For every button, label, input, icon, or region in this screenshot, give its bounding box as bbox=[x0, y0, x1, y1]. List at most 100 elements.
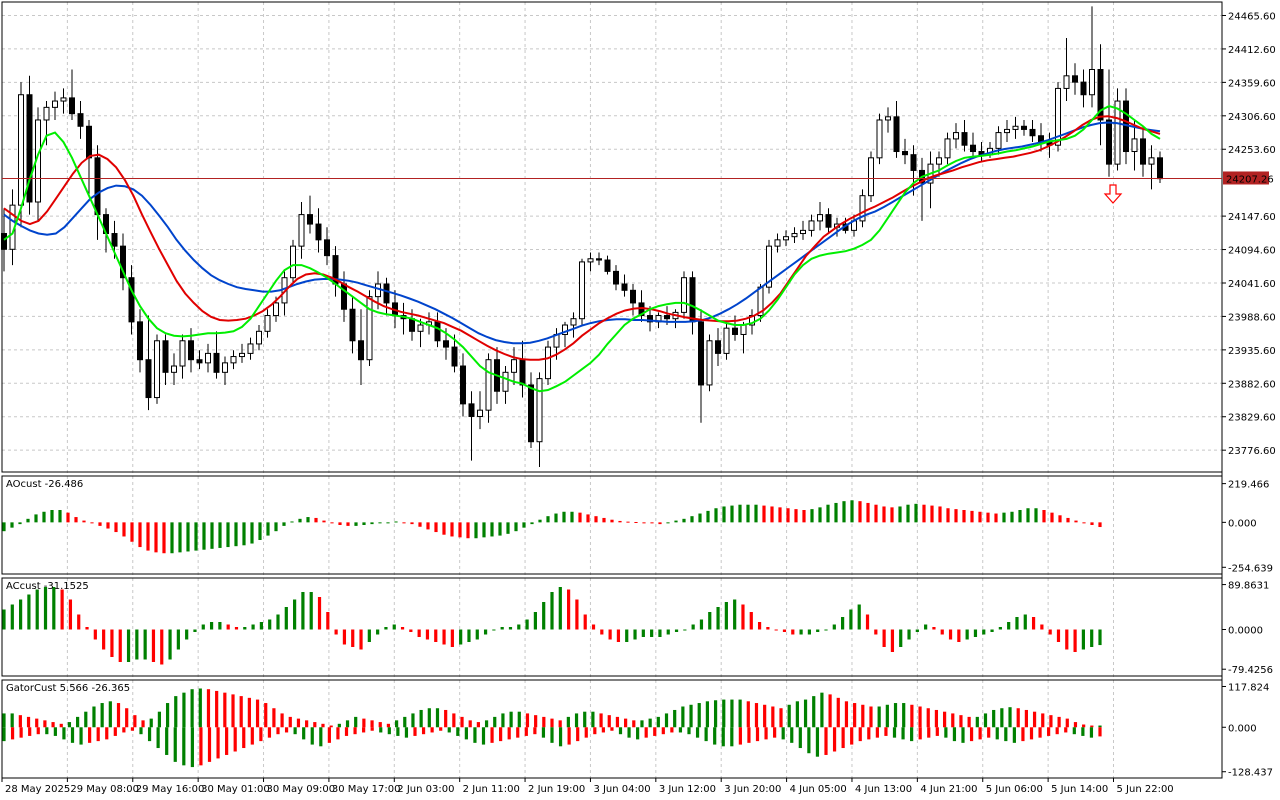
indicator-bar bbox=[475, 629, 479, 640]
price-tick-label: 24412.60 bbox=[1228, 45, 1276, 56]
gator-lower-bar bbox=[490, 727, 494, 743]
indicator-bar bbox=[575, 599, 579, 630]
panel-frame bbox=[1, 577, 1223, 677]
gator-lower-bar bbox=[96, 727, 100, 742]
gator-upper-bar bbox=[182, 692, 186, 728]
indicator-bar bbox=[608, 629, 612, 640]
price-tick-label: 24465.60 bbox=[1228, 12, 1276, 23]
gator-lower-bar bbox=[687, 727, 691, 735]
price-tick-label: 24094.60 bbox=[1228, 246, 1276, 257]
gator-upper-bar bbox=[517, 711, 521, 728]
indicator-bar bbox=[865, 614, 870, 630]
gator-upper-bar bbox=[509, 711, 513, 728]
candle-body bbox=[613, 270, 619, 285]
indicator-bar bbox=[810, 509, 814, 523]
gator-lower-bar bbox=[516, 727, 520, 738]
gator-upper-bar bbox=[853, 703, 857, 728]
gator-lower-bar bbox=[695, 727, 700, 738]
candle-body bbox=[43, 106, 50, 121]
gator-upper-bar bbox=[992, 709, 996, 728]
indicator-bar bbox=[610, 519, 614, 523]
gator-lower-bar bbox=[413, 727, 417, 736]
indicator-bar bbox=[1023, 614, 1027, 630]
indicator-bar bbox=[178, 522, 182, 553]
indicator-bar bbox=[774, 629, 778, 631]
price-axis: 24465.60 24412.60 24359.60 24306.60 24253.60… bbox=[1222, 12, 1276, 779]
candle-body bbox=[647, 315, 653, 323]
indicator-bar bbox=[874, 504, 878, 523]
time-tick-label: 4 Jun 13:00 bbox=[855, 784, 912, 795]
indicator-bar bbox=[317, 597, 322, 630]
candle-body bbox=[366, 296, 373, 361]
gator-upper-bar bbox=[779, 708, 783, 728]
gator-lower-bar bbox=[396, 727, 400, 736]
gator-upper-bar bbox=[149, 718, 153, 728]
gator-upper-bar bbox=[713, 700, 718, 728]
indicator-bar bbox=[841, 617, 845, 630]
gator-lower-bar bbox=[130, 727, 135, 731]
candle-body bbox=[171, 365, 177, 373]
gator-lower-bar bbox=[122, 727, 126, 733]
gator-upper-bar bbox=[951, 713, 955, 728]
candle-body bbox=[1055, 87, 1061, 146]
gator-upper-bar bbox=[43, 720, 47, 728]
gator-upper-bar bbox=[501, 713, 505, 728]
gator-lower-bar bbox=[173, 727, 177, 762]
indicator-bar bbox=[842, 501, 846, 523]
indicator-bar bbox=[874, 629, 878, 635]
gator-upper-bar bbox=[722, 699, 726, 728]
indicator-bar bbox=[226, 624, 230, 630]
indicator-bar bbox=[525, 619, 529, 630]
indicator-bar bbox=[482, 522, 486, 538]
indicator-bar bbox=[426, 522, 430, 530]
gator-upper-bar bbox=[165, 703, 170, 728]
gator-lower-bar bbox=[439, 727, 443, 731]
indicator-bar bbox=[334, 629, 338, 635]
indicator-bar bbox=[450, 629, 454, 647]
candle-body bbox=[256, 330, 262, 345]
candle-body bbox=[774, 239, 781, 247]
indicator-bar bbox=[558, 587, 562, 630]
gator-upper-bar bbox=[116, 703, 121, 728]
candle-body bbox=[681, 277, 687, 313]
gator-lower-bar bbox=[567, 727, 571, 745]
indicator-bar bbox=[650, 522, 654, 524]
indicator-bar bbox=[102, 629, 106, 650]
gator-upper-bar bbox=[1057, 716, 1061, 728]
indicator-bar bbox=[342, 629, 347, 645]
indicator-bar bbox=[18, 522, 22, 525]
candle-body bbox=[596, 258, 602, 261]
gator-upper-bar bbox=[231, 694, 235, 728]
indicator-bar bbox=[946, 508, 950, 523]
gator-upper-bar bbox=[525, 713, 530, 728]
indicator-bar bbox=[122, 522, 126, 537]
indicator-bar bbox=[650, 629, 654, 637]
gator-upper-bar bbox=[615, 716, 620, 728]
candle-body bbox=[808, 220, 815, 231]
indicator-bar bbox=[160, 629, 164, 665]
gator-lower-bar bbox=[250, 727, 254, 745]
indicator-bar bbox=[298, 518, 302, 523]
moving-average-line bbox=[3, 115, 1161, 361]
gator-upper-bar bbox=[419, 709, 423, 728]
candle-body bbox=[239, 352, 245, 358]
gator-upper-bar bbox=[427, 708, 431, 728]
indicator-bar bbox=[998, 627, 1002, 630]
indicator-bar bbox=[802, 510, 806, 523]
gator-upper-bar bbox=[133, 715, 137, 728]
indicator-bar bbox=[60, 589, 64, 630]
indicator-bar bbox=[351, 629, 355, 647]
current-price-box bbox=[1223, 171, 1269, 185]
gator-lower-bar bbox=[1089, 727, 1094, 738]
candle-body bbox=[970, 144, 976, 153]
indicator-bar bbox=[850, 500, 854, 523]
candle-body bbox=[128, 277, 135, 323]
gator-lower-bar bbox=[319, 727, 323, 747]
indicator-bar bbox=[402, 522, 406, 524]
candle-body bbox=[825, 214, 832, 228]
indicator-bar bbox=[483, 629, 488, 635]
indicator-bar bbox=[42, 511, 46, 523]
price-tick-label: 24253.60 bbox=[1228, 145, 1276, 156]
indicator-bar bbox=[973, 629, 978, 637]
